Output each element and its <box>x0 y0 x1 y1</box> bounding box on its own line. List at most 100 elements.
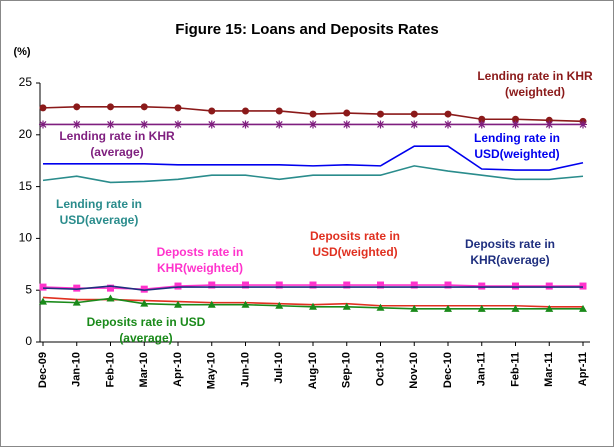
point <box>342 120 351 129</box>
point <box>478 282 486 290</box>
series-label: Lending rate in USD(weighted) <box>473 131 560 161</box>
point <box>140 120 149 129</box>
point <box>410 304 419 312</box>
series <box>42 165 584 184</box>
point <box>410 120 419 129</box>
point <box>72 120 81 129</box>
point <box>579 282 587 290</box>
x-tick-label: Dec-09 <box>37 352 49 388</box>
point <box>106 294 115 302</box>
point <box>242 107 249 115</box>
y-tick-label: 25 <box>19 75 33 89</box>
series-line <box>42 165 584 184</box>
point <box>579 304 587 312</box>
point <box>140 103 148 111</box>
point <box>242 281 249 289</box>
point <box>376 303 385 311</box>
point <box>342 302 351 310</box>
point <box>444 304 452 312</box>
point <box>39 120 47 129</box>
point <box>309 302 317 310</box>
y-tick-label: 15 <box>19 179 33 193</box>
x-tick-label: Nov-10 <box>408 352 420 389</box>
point <box>39 283 47 291</box>
y-tick-label: 20 <box>19 127 33 141</box>
point <box>207 300 216 308</box>
series-label: Lending rate in USD(average) <box>55 197 142 227</box>
series <box>39 120 587 129</box>
x-tick-label: Apr-10 <box>172 352 184 387</box>
x-tick-label: Feb-11 <box>509 352 521 387</box>
x-tick-label: Aug-10 <box>307 352 319 389</box>
point <box>39 297 47 305</box>
series-label: Lending rate in KHR (average) <box>59 129 175 159</box>
point <box>107 103 114 111</box>
point <box>410 110 418 118</box>
x-tick-label: Feb-10 <box>104 352 116 387</box>
point <box>579 120 587 129</box>
point <box>511 304 520 312</box>
chart-title: Figure 15: Loans and Deposits Rates <box>175 21 438 38</box>
point <box>275 120 284 129</box>
point <box>377 281 384 289</box>
point <box>477 304 486 312</box>
point <box>376 120 385 129</box>
y-tick-label: 10 <box>19 231 33 245</box>
point <box>106 120 115 129</box>
point <box>444 281 452 289</box>
point <box>72 298 81 306</box>
point <box>545 282 553 290</box>
x-tick-label: Mar-11 <box>543 352 555 387</box>
x-tick-label: Apr-11 <box>577 352 589 386</box>
x-tick-label: Jan-10 <box>71 352 83 387</box>
series-line <box>43 145 584 171</box>
series <box>39 103 587 125</box>
point <box>73 284 81 292</box>
point <box>309 110 317 118</box>
x-tick-label: Oct-10 <box>374 352 386 386</box>
point <box>343 281 351 289</box>
point <box>545 304 554 312</box>
point <box>73 103 81 111</box>
point <box>241 300 250 308</box>
point <box>275 301 284 309</box>
point <box>39 104 47 112</box>
point <box>512 115 519 123</box>
x-tick-label: Jun-10 <box>239 352 251 387</box>
series-label: Deposits rate in KHR(average) <box>464 237 556 267</box>
point <box>512 282 519 290</box>
y-tick-label: 0 <box>25 334 32 348</box>
point <box>208 107 216 115</box>
point <box>208 281 216 289</box>
point <box>275 281 283 289</box>
point <box>140 285 148 293</box>
point <box>444 120 452 129</box>
point <box>477 120 486 129</box>
point <box>174 104 182 112</box>
series <box>39 294 587 312</box>
point <box>377 110 384 118</box>
x-tick-label: Dec-10 <box>442 352 454 388</box>
y-axis-label: (%) <box>13 46 30 58</box>
series-line <box>42 285 583 292</box>
point <box>174 120 182 129</box>
series <box>42 285 583 292</box>
x-tick-label: May-10 <box>206 352 218 389</box>
point <box>174 300 182 308</box>
point <box>309 120 317 129</box>
x-tick-label: Mar-10 <box>138 352 150 387</box>
x-tick-label: Jul-10 <box>273 352 285 384</box>
point <box>207 120 216 129</box>
point <box>410 281 418 289</box>
series-label: Deposits rate in USD (average) <box>86 315 206 345</box>
x-tick-label: Sep-10 <box>341 352 353 388</box>
point <box>545 120 554 129</box>
point <box>241 120 250 129</box>
series <box>43 145 584 171</box>
series-label: Deposts rate in KHR(weighted) <box>156 245 244 275</box>
point <box>478 115 486 123</box>
point <box>444 110 452 118</box>
